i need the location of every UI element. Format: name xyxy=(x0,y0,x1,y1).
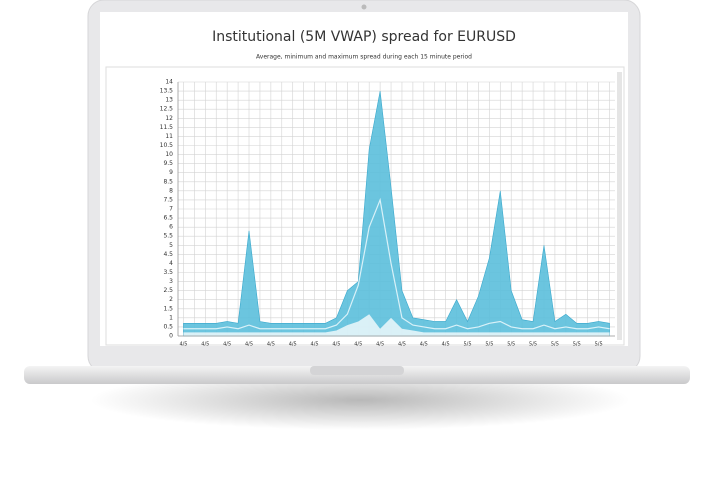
x-tick-label: 5/5 xyxy=(485,342,493,348)
y-tick-label: 11.5 xyxy=(160,124,174,131)
x-tick-label: 5/5 xyxy=(463,342,471,348)
x-tick-label: 4/5 xyxy=(420,342,428,348)
x-tick-label: 5/5 xyxy=(595,342,603,348)
y-tick-label: 7.5 xyxy=(163,196,173,203)
y-tick-label: 6.5 xyxy=(163,215,173,222)
x-tick-label: 5/5 xyxy=(507,342,515,348)
y-tick-label: 2 xyxy=(169,296,173,303)
y-tick-label: 7 xyxy=(169,206,173,213)
y-tick-label: 13.5 xyxy=(160,88,174,95)
y-tick-label: 1 xyxy=(169,314,173,321)
y-tick-label: 4.5 xyxy=(163,251,173,258)
y-tick-label: 12.5 xyxy=(160,106,174,113)
chart-frame xyxy=(105,66,625,346)
area xyxy=(183,314,610,336)
x-tick-label: 5/5 xyxy=(573,342,581,348)
y-tick-label: 8.5 xyxy=(163,178,173,185)
shadow xyxy=(90,370,630,430)
y-tick-label: 2.5 xyxy=(163,287,173,294)
camera xyxy=(361,4,367,10)
scrollbar xyxy=(617,72,622,340)
area xyxy=(183,91,610,337)
x-tick-label: 4/5 xyxy=(354,342,362,348)
y-tick-label: 14 xyxy=(165,79,173,86)
chart-subtitle: Average, minimum and maximum spread duri… xyxy=(256,54,472,61)
y-tick-label: 9.5 xyxy=(163,160,173,167)
y-tick-label: 4 xyxy=(169,260,173,267)
x-tick-label: 5/5 xyxy=(529,342,537,348)
x-tick-label: 4/5 xyxy=(289,342,297,348)
y-tick-label: 10 xyxy=(165,151,173,158)
y-tick-label: 3.5 xyxy=(163,269,173,276)
x-tick-label: 4/5 xyxy=(179,342,187,348)
y-tick-label: 5.5 xyxy=(163,233,173,240)
plot: 00.511.522.533.544.555.566.577.588.599.5… xyxy=(160,79,615,348)
y-tick-label: 5 xyxy=(169,242,173,249)
y-tick-label: 11 xyxy=(165,133,173,140)
y-tick-label: 10.5 xyxy=(160,142,174,149)
y-tick-label: 9 xyxy=(169,169,173,176)
chart-title: Institutional (5M VWAP) spread for EURUS… xyxy=(212,29,516,45)
x-tick-label: 4/5 xyxy=(398,342,406,348)
x-tick-label: 4/5 xyxy=(332,342,340,348)
x-tick-label: 4/5 xyxy=(376,342,384,348)
y-tick-label: 3 xyxy=(169,278,173,285)
y-tick-label: 1.5 xyxy=(163,305,173,312)
x-tick-label: 4/5 xyxy=(267,342,275,348)
y-tick-label: 8 xyxy=(169,187,173,194)
y-tick-label: 0 xyxy=(169,333,173,340)
y-tick-label: 12 xyxy=(165,115,173,122)
x-tick-label: 4/5 xyxy=(223,342,231,348)
line xyxy=(183,197,610,330)
x-tick-label: 4/5 xyxy=(442,342,450,348)
x-tick-label: 5/5 xyxy=(551,342,559,348)
notch xyxy=(310,366,404,375)
y-tick-label: 0.5 xyxy=(163,323,173,330)
y-tick-label: 6 xyxy=(169,224,173,231)
y-tick-label: 13 xyxy=(165,97,173,104)
x-tick-label: 4/5 xyxy=(311,342,319,348)
x-tick-label: 4/5 xyxy=(245,342,253,348)
x-tick-label: 4/5 xyxy=(201,342,209,348)
